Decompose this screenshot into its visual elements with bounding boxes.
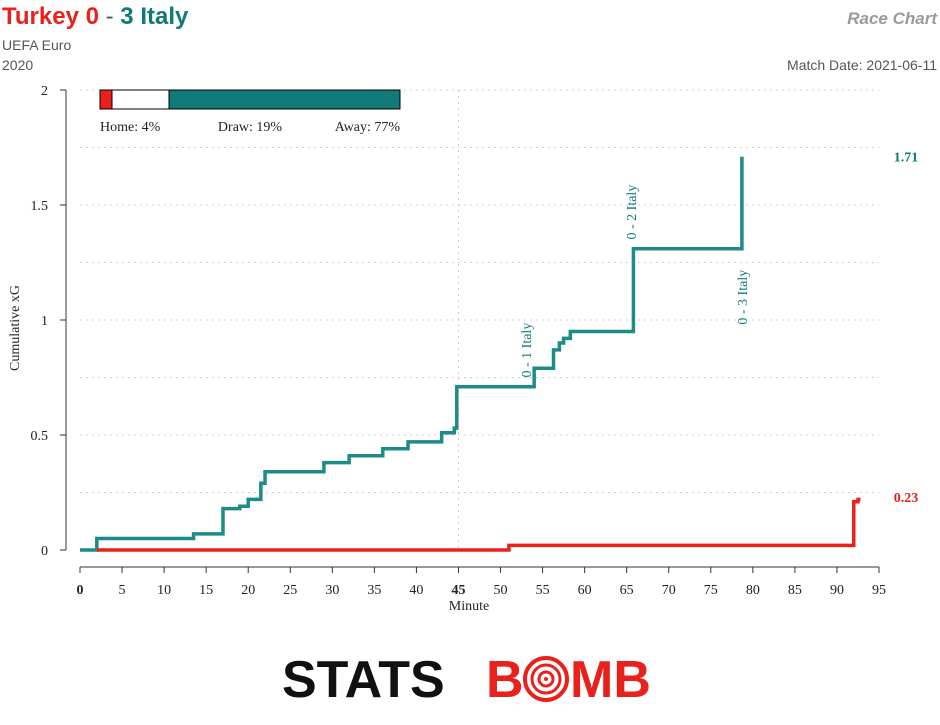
- series-lines: [80, 156, 861, 552]
- y-axis-title: Cumulative xG: [8, 285, 23, 371]
- statsbomb-logo: STATS B MB: [282, 651, 651, 709]
- x-tick-label: 55: [536, 583, 550, 598]
- goal-annotations: 0 - 1 Italy 0 - 2 Italy 0 - 3 Italy: [520, 185, 751, 378]
- x-tick-label: 30: [325, 583, 339, 598]
- draw-probability-segment: [111, 89, 170, 110]
- x-tick-label: 95: [872, 583, 886, 598]
- x-tick-label: 0: [77, 583, 84, 598]
- goal-annotation: 0 - 2 Italy: [625, 185, 640, 240]
- y-tick-label: 1: [41, 314, 48, 329]
- competition-name: UEFA Euro: [2, 37, 71, 53]
- away-probability-segment: [168, 89, 401, 110]
- score-separator: -: [106, 3, 114, 30]
- draw-probability-label: Draw: 19%: [218, 120, 282, 135]
- away-probability-label: Away: 77%: [335, 120, 401, 135]
- x-tick-label: 35: [367, 583, 381, 598]
- match-title: Turkey 0 - 3 Italy: [2, 3, 189, 30]
- y-tick-label: 1.5: [31, 199, 49, 214]
- home-probability-segment: [99, 89, 113, 110]
- x-tick-label: 70: [662, 583, 676, 598]
- x-tick-label: 10: [157, 583, 171, 598]
- home-probability-label: Home: 4%: [100, 120, 161, 135]
- win-probability-bar: Home: 4% Draw: 19% Away: 77%: [99, 89, 401, 135]
- match-date: Match Date: 2021-06-11: [787, 57, 937, 73]
- goal-annotation: 0 - 3 Italy: [736, 270, 751, 325]
- logo-text-mb: MB: [570, 651, 651, 709]
- home-final-xg-label: 0.23: [894, 491, 919, 506]
- away-xg-line: [80, 156, 744, 552]
- home-xg-line: [96, 497, 861, 552]
- x-tick-label: 5: [119, 583, 126, 598]
- x-tick-label: 65: [620, 583, 634, 598]
- x-tick-label: 20: [241, 583, 255, 598]
- x-axis-title: Minute: [449, 599, 489, 614]
- x-tick-label: 90: [830, 583, 844, 598]
- x-tick-label: 15: [199, 583, 213, 598]
- x-tick-label: 75: [704, 583, 718, 598]
- final-value-labels: 1.71 0.23: [894, 151, 919, 506]
- logo-text-stats: STATS: [282, 651, 445, 709]
- season: 2020: [2, 57, 33, 73]
- x-tick-label: 60: [578, 583, 592, 598]
- home-team-name: Turkey: [2, 3, 80, 30]
- y-tick-label: 2: [41, 84, 48, 99]
- target-o-icon: [523, 656, 569, 702]
- home-score: 0: [86, 3, 99, 30]
- x-tick-label: 40: [409, 583, 423, 598]
- axes: 00.511.520 5 10 15 20 25 30 35 40 45 50 55 60 65 70 75 8…: [31, 84, 887, 598]
- x-tick-label: 25: [283, 583, 297, 598]
- goal-annotation: 0 - 1 Italy: [520, 323, 535, 378]
- away-final-xg-label: 1.71: [894, 151, 919, 166]
- x-tick-label: 85: [788, 583, 802, 598]
- y-tick-label: 0.5: [31, 429, 49, 444]
- away-score: 3: [120, 3, 133, 30]
- x-tick-label: 80: [746, 583, 760, 598]
- away-team-name: Italy: [140, 3, 189, 30]
- y-tick-label: 0: [41, 544, 48, 559]
- x-tick-label: 50: [494, 583, 508, 598]
- logo-text-b: B: [486, 651, 524, 709]
- x-tick-label: 45: [451, 583, 465, 598]
- grid-lines: [80, 89, 879, 550]
- chart-kind-label: Race Chart: [847, 9, 938, 28]
